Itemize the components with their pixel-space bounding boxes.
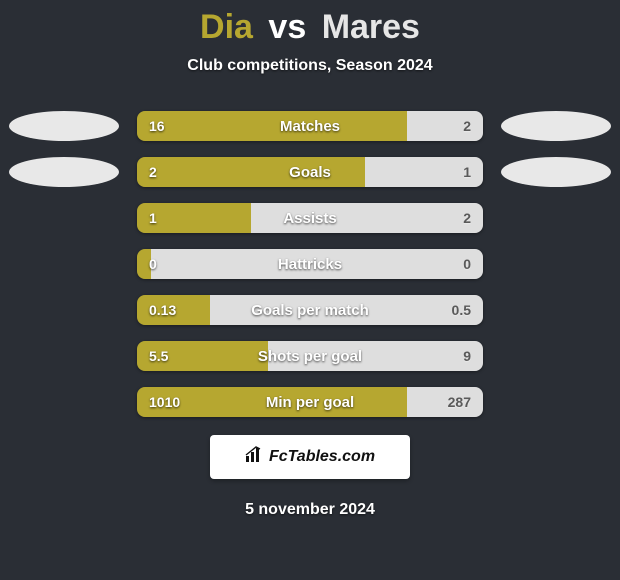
oval-placeholder — [501, 203, 611, 233]
subtitle: Club competitions, Season 2024 — [0, 57, 620, 75]
stat-label: Hattricks — [137, 249, 483, 279]
stat-value-right: 0.5 — [452, 295, 471, 325]
oval-placeholder — [501, 341, 611, 371]
stat-label: Min per goal — [137, 387, 483, 417]
stat-value-right: 1 — [463, 157, 471, 187]
stat-bar: 5.5Shots per goal9 — [137, 341, 483, 371]
stat-bar: 1010Min per goal287 — [137, 387, 483, 417]
stat-label: Matches — [137, 111, 483, 141]
oval-placeholder — [9, 295, 119, 325]
infographic-container: Dia vs Mares Club competitions, Season 2… — [0, 0, 620, 519]
oval-placeholder — [501, 249, 611, 279]
stat-bar: 2Goals1 — [137, 157, 483, 187]
team-oval-left — [9, 157, 119, 187]
stat-row: 1Assists2 — [0, 203, 620, 233]
team-oval-right — [501, 157, 611, 187]
stat-bar: 0Hattricks0 — [137, 249, 483, 279]
stat-bar: 1Assists2 — [137, 203, 483, 233]
title: Dia vs Mares — [0, 8, 620, 47]
team-oval-left — [9, 111, 119, 141]
oval-placeholder — [9, 203, 119, 233]
stats-rows: 16Matches22Goals11Assists20Hattricks00.1… — [0, 111, 620, 417]
stat-value-right: 287 — [448, 387, 471, 417]
stat-row: 2Goals1 — [0, 157, 620, 187]
date-text: 5 november 2024 — [0, 501, 620, 519]
stat-value-right: 9 — [463, 341, 471, 371]
stat-value-right: 2 — [463, 111, 471, 141]
stat-value-right: 2 — [463, 203, 471, 233]
stat-value-right: 0 — [463, 249, 471, 279]
oval-placeholder — [501, 387, 611, 417]
stat-row: 1010Min per goal287 — [0, 387, 620, 417]
stat-bar: 0.13Goals per match0.5 — [137, 295, 483, 325]
source-badge[interactable]: FcTables.com — [210, 435, 410, 479]
stat-row: 5.5Shots per goal9 — [0, 341, 620, 371]
oval-placeholder — [9, 249, 119, 279]
stat-bar: 16Matches2 — [137, 111, 483, 141]
team-oval-right — [501, 111, 611, 141]
stat-label: Shots per goal — [137, 341, 483, 371]
chart-bar-icon — [245, 446, 263, 469]
title-player1: Dia — [200, 8, 253, 46]
oval-placeholder — [9, 387, 119, 417]
stat-row: 16Matches2 — [0, 111, 620, 141]
stat-label: Assists — [137, 203, 483, 233]
stat-row: 0Hattricks0 — [0, 249, 620, 279]
badge-text: FcTables.com — [269, 448, 375, 466]
stat-label: Goals per match — [137, 295, 483, 325]
oval-placeholder — [501, 295, 611, 325]
stat-row: 0.13Goals per match0.5 — [0, 295, 620, 325]
title-player2: Mares — [322, 8, 420, 46]
stat-label: Goals — [137, 157, 483, 187]
title-vs: vs — [268, 8, 306, 46]
oval-placeholder — [9, 341, 119, 371]
